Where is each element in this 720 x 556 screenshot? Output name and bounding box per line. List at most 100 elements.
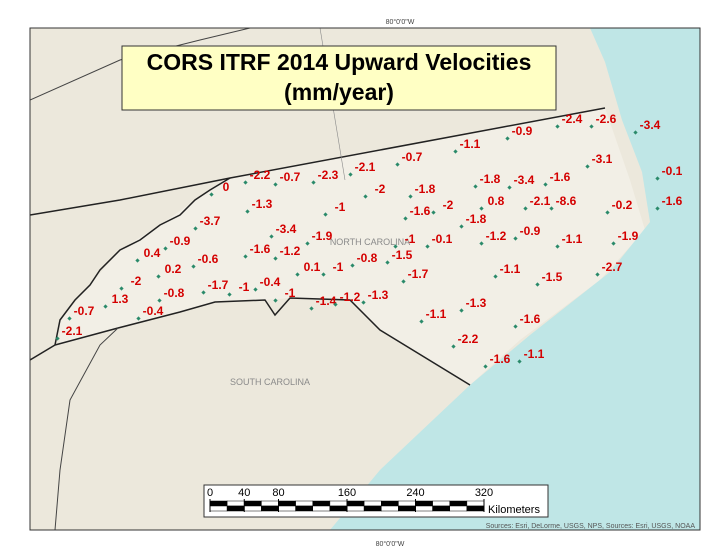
station-marker: [135, 258, 140, 263]
velocity-label: -3.1: [592, 152, 613, 166]
velocity-label: -2.7: [602, 260, 623, 274]
scale-segment: [244, 500, 262, 507]
scale-segment: [432, 505, 450, 512]
station-marker: [505, 136, 510, 141]
velocity-label: -1.6: [250, 242, 271, 256]
velocity-label: -1: [333, 260, 344, 274]
station-marker: [535, 282, 540, 287]
scale-segment: [363, 505, 382, 512]
station-marker: [451, 344, 456, 349]
scale-segment: [449, 500, 468, 507]
velocity-label: -1.1: [426, 307, 447, 321]
velocity-label: -0.9: [170, 234, 191, 248]
scale-segment: [209, 500, 228, 507]
scale-segment: [226, 505, 245, 512]
station-marker: [493, 274, 498, 279]
station-marker: [459, 224, 464, 229]
ga-border: [30, 344, 56, 361]
station-marker: [393, 244, 398, 249]
station-marker: [401, 279, 406, 284]
velocity-label: -1.1: [562, 232, 583, 246]
velocity-label: -0.2: [612, 198, 633, 212]
station-marker: [273, 298, 278, 303]
station-marker: [655, 176, 660, 181]
velocity-label: -0.7: [74, 304, 95, 318]
scale-segment: [381, 505, 399, 512]
station-marker: [136, 316, 141, 321]
station-marker: [555, 244, 560, 249]
velocity-label: -3.7: [200, 214, 221, 228]
velocity-label: -1.6: [550, 170, 571, 184]
title-box: [121, 45, 557, 111]
ocean: [330, 28, 700, 530]
velocity-label: -3.4: [514, 173, 535, 187]
velocity-label: 0.1: [304, 260, 321, 274]
station-marker: [585, 164, 590, 169]
scale-segment: [466, 500, 485, 507]
scale-tick-label: 80: [272, 487, 284, 499]
scale-segment: [398, 505, 416, 512]
velocity-label: -1.6: [662, 194, 683, 208]
scale-segment: [295, 505, 313, 512]
station-marker: [431, 210, 436, 215]
scale-segment: [346, 500, 365, 507]
scale-segment: [346, 505, 365, 512]
state-label: SOUTH CAROLINA: [230, 377, 310, 387]
velocity-label: 0.2: [165, 262, 182, 276]
state-label: NORTH CAROLINA: [330, 237, 410, 247]
scale-segment: [278, 500, 296, 507]
meridian-label: 80°0'0"W: [386, 18, 415, 26]
sources: Sources: Esri, DeLorme, USGS, NPS, Sourc…: [486, 523, 696, 530]
station-marker: [245, 209, 250, 214]
velocity-label: -1: [335, 200, 346, 214]
scale-segment: [398, 500, 416, 507]
station-marker: [321, 272, 326, 277]
station-marker: [269, 234, 274, 239]
station-marker: [273, 256, 278, 261]
station-marker: [517, 359, 522, 364]
station-marker: [611, 241, 616, 246]
scale-segment: [244, 505, 262, 512]
station-marker: [395, 162, 400, 167]
station-marker: [253, 287, 258, 292]
velocity-label: -0.8: [164, 286, 185, 300]
station-marker: [295, 272, 300, 277]
velocity-label: -2.1: [530, 194, 551, 208]
scale-segment: [381, 500, 399, 507]
velocity-label: -1.2: [280, 244, 301, 258]
velocity-label: 0.4: [144, 246, 161, 260]
va-nc-border: [30, 107, 606, 216]
station-marker: [305, 241, 310, 246]
ga-sc-border: [54, 327, 119, 530]
velocity-label: -2.2: [458, 332, 479, 346]
velocity-label: -2.4: [562, 112, 583, 126]
velocity-label: -2: [375, 182, 386, 196]
station-marker: [425, 244, 430, 249]
scale-tick-label: 0: [207, 487, 213, 499]
velocity-label: -1.3: [466, 296, 487, 310]
station-marker: [473, 184, 478, 189]
velocity-label: -0.7: [402, 150, 423, 164]
station-marker: [273, 182, 278, 187]
map-border: [29, 27, 701, 531]
station-marker: [350, 263, 355, 268]
velocity-label: -0.7: [280, 170, 301, 184]
scale-tick-label: 40: [238, 487, 250, 499]
scale-segment: [449, 505, 468, 512]
scale-segment: [261, 500, 279, 507]
station-marker: [333, 302, 338, 307]
velocity-label: -0.9: [520, 224, 541, 238]
scale-tick-label: 160: [338, 487, 356, 499]
velocity-label: -1.1: [460, 137, 481, 151]
velocity-label: -1.1: [500, 262, 521, 276]
station-marker: [227, 292, 232, 297]
velocity-label: -2.3: [318, 168, 339, 182]
station-marker: [243, 254, 248, 259]
scale-segment: [278, 505, 296, 512]
velocity-label: -1.8: [415, 182, 436, 196]
station-marker: [243, 180, 248, 185]
scale-segment: [363, 500, 382, 507]
station-marker: [323, 212, 328, 217]
velocity-label: -0.4: [143, 304, 164, 318]
